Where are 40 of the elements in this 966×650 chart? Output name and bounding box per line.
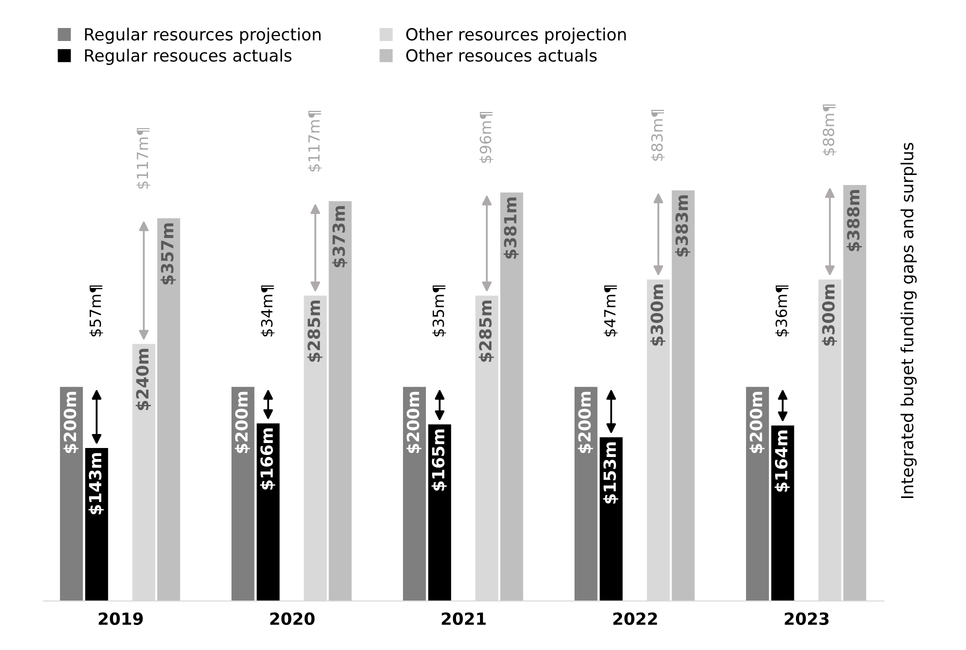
data-label: $165m [432, 429, 447, 491]
data-label: $381m [504, 198, 519, 259]
legend-label: Other resources projection [406, 28, 626, 44]
legend-label: Regular resources projection [85, 28, 321, 44]
data-label: $300m [650, 284, 666, 346]
data-label: $357m [160, 223, 176, 284]
data-label: $285m [307, 300, 322, 362]
data-label: $200m [63, 392, 78, 454]
data-label: $200m [578, 392, 594, 454]
text: $83m¶ [650, 110, 665, 161]
annotation: $117m¶ [136, 128, 150, 189]
data-label: $383m [675, 195, 690, 257]
x-tick-label: 2021 [442, 612, 486, 626]
data-label: $143m [88, 453, 104, 514]
text: $117m¶ [308, 110, 322, 172]
data-label: $373m [332, 206, 348, 268]
data-label: $300m [822, 284, 837, 346]
data-label: $200m [234, 392, 250, 454]
annotation: $57m¶ [89, 286, 104, 336]
x-tick-label: 2020 [270, 612, 315, 626]
x-tick-label: 2023 [784, 612, 829, 626]
data-label: $388m [846, 190, 862, 252]
text: $88m¶ [822, 104, 836, 156]
data-label: $200m [749, 392, 765, 454]
annotation: $47m¶ [604, 286, 618, 336]
text: $96m¶ [479, 112, 494, 163]
data-label: $153m [603, 442, 618, 504]
x-tick-label: 2019 [98, 612, 143, 626]
data-label: $240m [136, 348, 151, 410]
data-label: $200m [406, 392, 422, 454]
legend-label: Regular resouces actuals [85, 48, 292, 65]
annotation: $35m¶ [432, 286, 446, 336]
data-label: $164m [774, 430, 790, 492]
annotation: $34m¶ [260, 286, 275, 336]
legend-label: Other resouces actuals [406, 48, 597, 62]
x-tick-label: 2022 [613, 612, 657, 626]
y-axis-title: Integrated buget funding gaps and surplus [900, 142, 917, 498]
annotation: $36m¶ [775, 286, 790, 336]
data-label: $166m [260, 428, 276, 490]
data-label: $285m [478, 300, 494, 362]
